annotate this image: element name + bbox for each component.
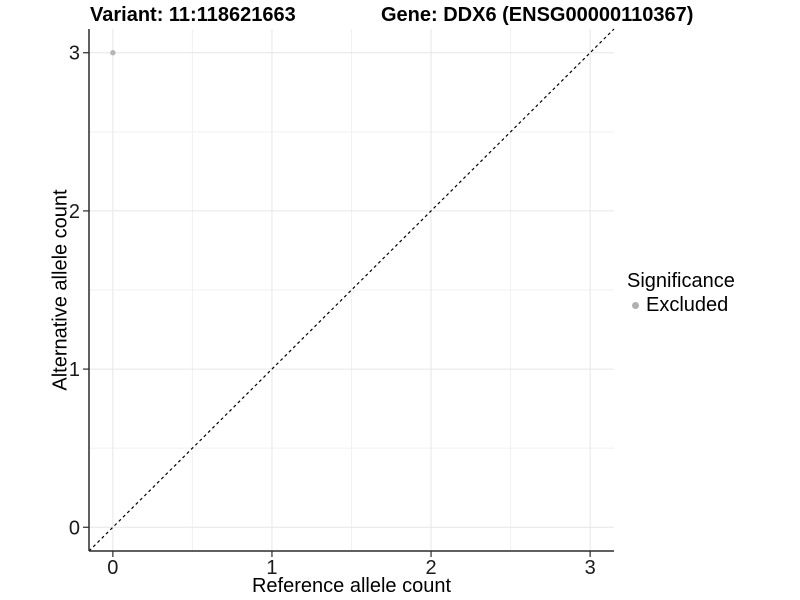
plot-title-variant: Variant: 11:118621663 bbox=[90, 4, 296, 26]
y-axis-title: Alternative allele count bbox=[49, 189, 72, 391]
plot-title-gene: Gene: DDX6 (ENSG00000110367) bbox=[381, 4, 694, 26]
legend-entry-excluded: Excluded bbox=[627, 293, 735, 317]
excluded-point-icon bbox=[632, 301, 639, 309]
x-tick-label: 0 bbox=[107, 557, 118, 579]
x-tick-label: 3 bbox=[585, 557, 596, 579]
y-tick-label: 2 bbox=[69, 201, 80, 223]
x-tick-label: 1 bbox=[266, 557, 277, 579]
y-tick-label: 1 bbox=[69, 359, 80, 381]
x-axis-title: Reference allele count bbox=[251, 575, 451, 597]
y-tick-label: 0 bbox=[69, 517, 80, 539]
y-tick-label: 3 bbox=[69, 43, 80, 65]
legend: Significance Excluded bbox=[627, 269, 735, 317]
legend-title: Significance bbox=[627, 270, 735, 292]
data-point-excluded bbox=[110, 50, 116, 56]
x-tick-label: 2 bbox=[425, 557, 436, 579]
legend-entry-label: Excluded bbox=[646, 294, 729, 316]
